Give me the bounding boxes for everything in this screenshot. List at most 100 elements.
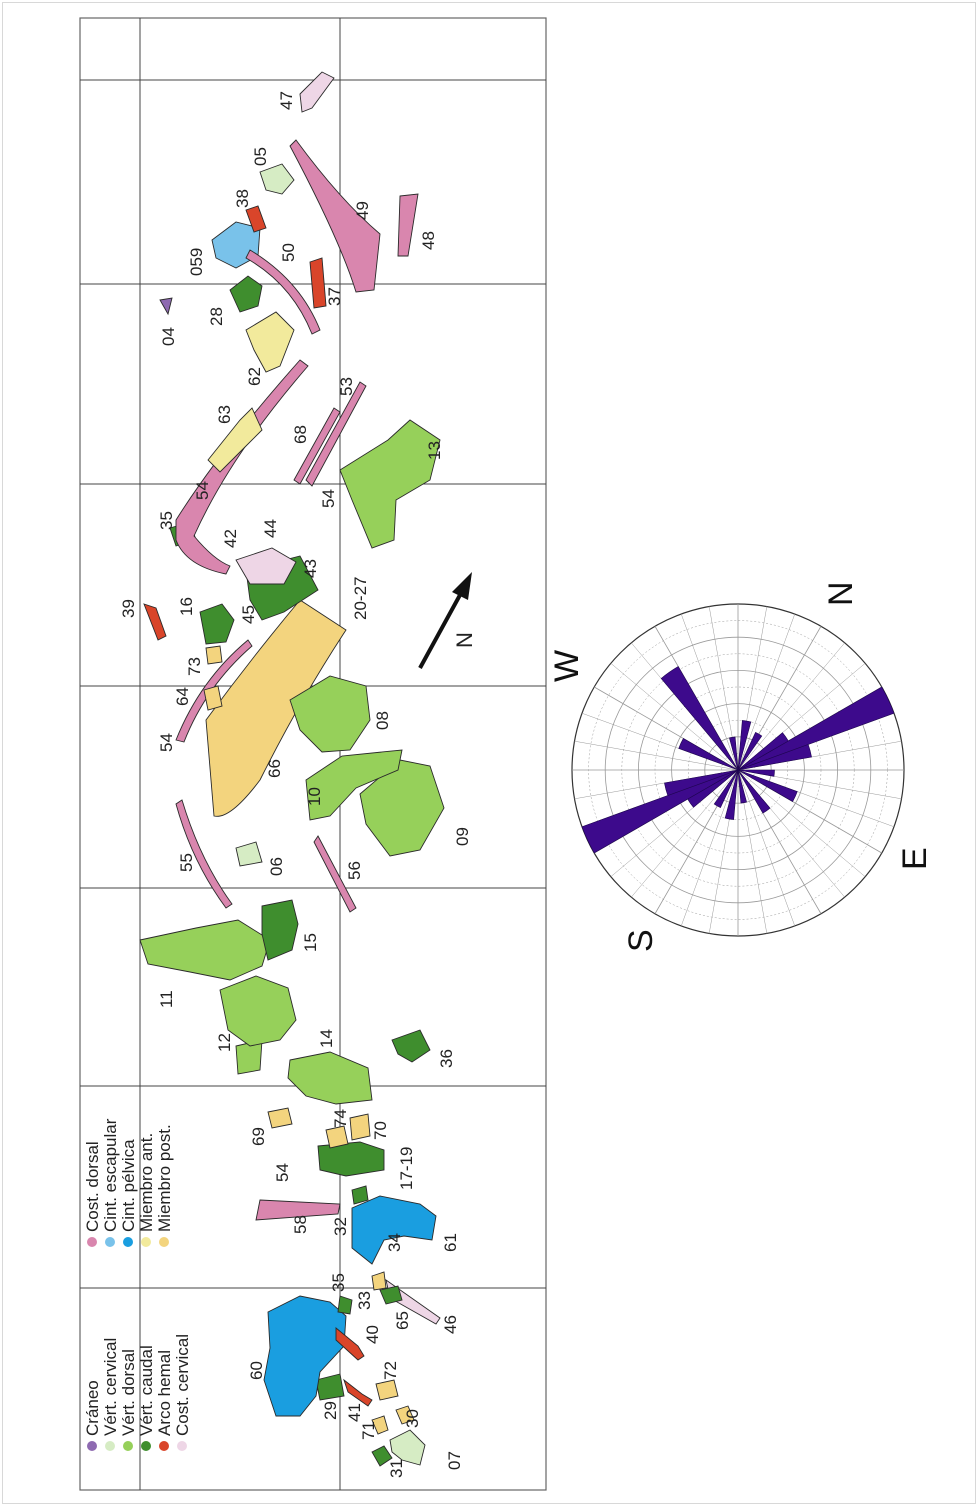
specimen-label: 15 (301, 933, 320, 952)
specimen-label: 11 (157, 990, 176, 1008)
bone-04 (159, 297, 173, 316)
specimen-label: 61 (441, 1233, 460, 1252)
rose-petal (660, 666, 739, 771)
rose-petals (581, 666, 895, 854)
rose-petal (713, 769, 739, 809)
legend-label: Cráneo (83, 1380, 102, 1436)
north-arrow: N (418, 572, 477, 669)
rose-spoke (631, 769, 739, 898)
specimen-label: 68 (291, 425, 310, 444)
specimen-label: 49 (353, 201, 372, 220)
bone-50 (245, 249, 321, 335)
bone-elements (139, 71, 445, 1467)
rose-petal (664, 769, 739, 796)
bone-37 (309, 257, 327, 309)
bone-66 (205, 599, 347, 817)
rose-petal (737, 720, 752, 771)
legend-swatch (141, 1237, 151, 1247)
specimen-label: 54 (193, 481, 212, 500)
legend-swatch (87, 1237, 97, 1247)
bone-63 (207, 407, 263, 473)
rose-petal (737, 732, 789, 771)
bone-74 (325, 1125, 349, 1149)
legend: Cráneo Vért. cervical Vért. dorsal Vért. ca… (83, 1118, 192, 1451)
bone-55 (175, 799, 233, 909)
specimen-label: 05 (251, 147, 270, 166)
rose-petal (678, 738, 739, 771)
bone-15 (261, 899, 299, 961)
bone-65 (379, 1285, 403, 1305)
specimen-labels: 07 31 71 30 41 72 29 60 40 65 33 35 46 6… (119, 91, 472, 1478)
specimen-label: 13 (425, 441, 444, 460)
rose-petal (737, 769, 771, 814)
rose-petal (729, 736, 739, 771)
bone-43 (235, 547, 297, 585)
specimen-label: 66 (265, 759, 284, 778)
rose-petal (724, 769, 739, 820)
bone-40 (335, 1327, 365, 1361)
specimen-label: 69 (249, 1127, 268, 1146)
specimen-label: 72 (381, 1361, 400, 1380)
specimen-label: 60 (247, 1361, 266, 1380)
specimen-label: 14 (317, 1029, 336, 1048)
bone-38 (245, 205, 267, 233)
specimen-label: 28 (207, 307, 226, 326)
bone-61 (351, 1195, 437, 1265)
legend-label: Miembro post. (155, 1124, 174, 1232)
specimen-label: 54 (157, 733, 176, 752)
specimen-label: 17-19 (397, 1147, 416, 1190)
bone-47 (299, 71, 335, 113)
bone-54c (293, 407, 341, 485)
legend-label: Miembro ant. (137, 1133, 156, 1232)
north-arrow-label: N (452, 632, 477, 648)
rose-petal (581, 769, 739, 854)
specimen-label: 45 (239, 605, 258, 624)
specimen-label: 42 (221, 529, 240, 548)
specimen-label: 10 (305, 787, 324, 806)
specimen-label: 41 (345, 1403, 364, 1422)
specimen-label: 29 (321, 1401, 340, 1420)
legend-swatch (123, 1237, 133, 1247)
specimen-label: 46 (441, 1315, 460, 1334)
specimen-label: 55 (177, 853, 196, 872)
rose-petal (737, 686, 895, 771)
specimen-label: 43 (301, 559, 320, 578)
legend-swatch (141, 1441, 151, 1451)
bone-33 (371, 1271, 387, 1291)
specimen-label: 06 (267, 857, 286, 876)
specimen-label: 33 (355, 1291, 374, 1310)
legend-label: Cost. dorsal (83, 1141, 102, 1232)
rose-spoke (680, 769, 739, 927)
bone-09 (359, 759, 445, 857)
specimen-label: 44 (261, 519, 280, 538)
specimen-label: 54 (273, 1163, 292, 1182)
specimen-label: 54 (319, 489, 338, 508)
rose-petal (737, 769, 747, 804)
specimen-label: 50 (279, 243, 298, 262)
legend-swatch (105, 1441, 115, 1451)
bone-73 (205, 645, 223, 665)
specimen-label: 48 (419, 231, 438, 250)
bone-32 (351, 1185, 369, 1205)
bone-13 (339, 419, 441, 549)
legend-swatch (105, 1237, 115, 1247)
bone-49 (289, 139, 381, 293)
rose-petal (737, 744, 812, 771)
bone-64 (203, 685, 223, 711)
legend-label: Cost. cervical (173, 1334, 192, 1436)
specimen-label: 56 (345, 861, 364, 880)
specimen-label: 74 (331, 1109, 350, 1128)
legend-label: Vért. dorsal (119, 1349, 138, 1436)
bone-70 (349, 1113, 371, 1141)
bone-62 (245, 311, 295, 373)
specimen-label: 64 (173, 687, 192, 706)
specimen-label: 34 (385, 1233, 404, 1252)
rose-spoke (610, 663, 739, 771)
bone-07 (389, 1429, 426, 1466)
specimen-label: 07 (445, 1451, 464, 1470)
bone-48 (397, 193, 419, 257)
legend-label: Cint. escapular (101, 1118, 120, 1232)
rose-petal (737, 769, 775, 777)
bone-41 (343, 1378, 373, 1407)
